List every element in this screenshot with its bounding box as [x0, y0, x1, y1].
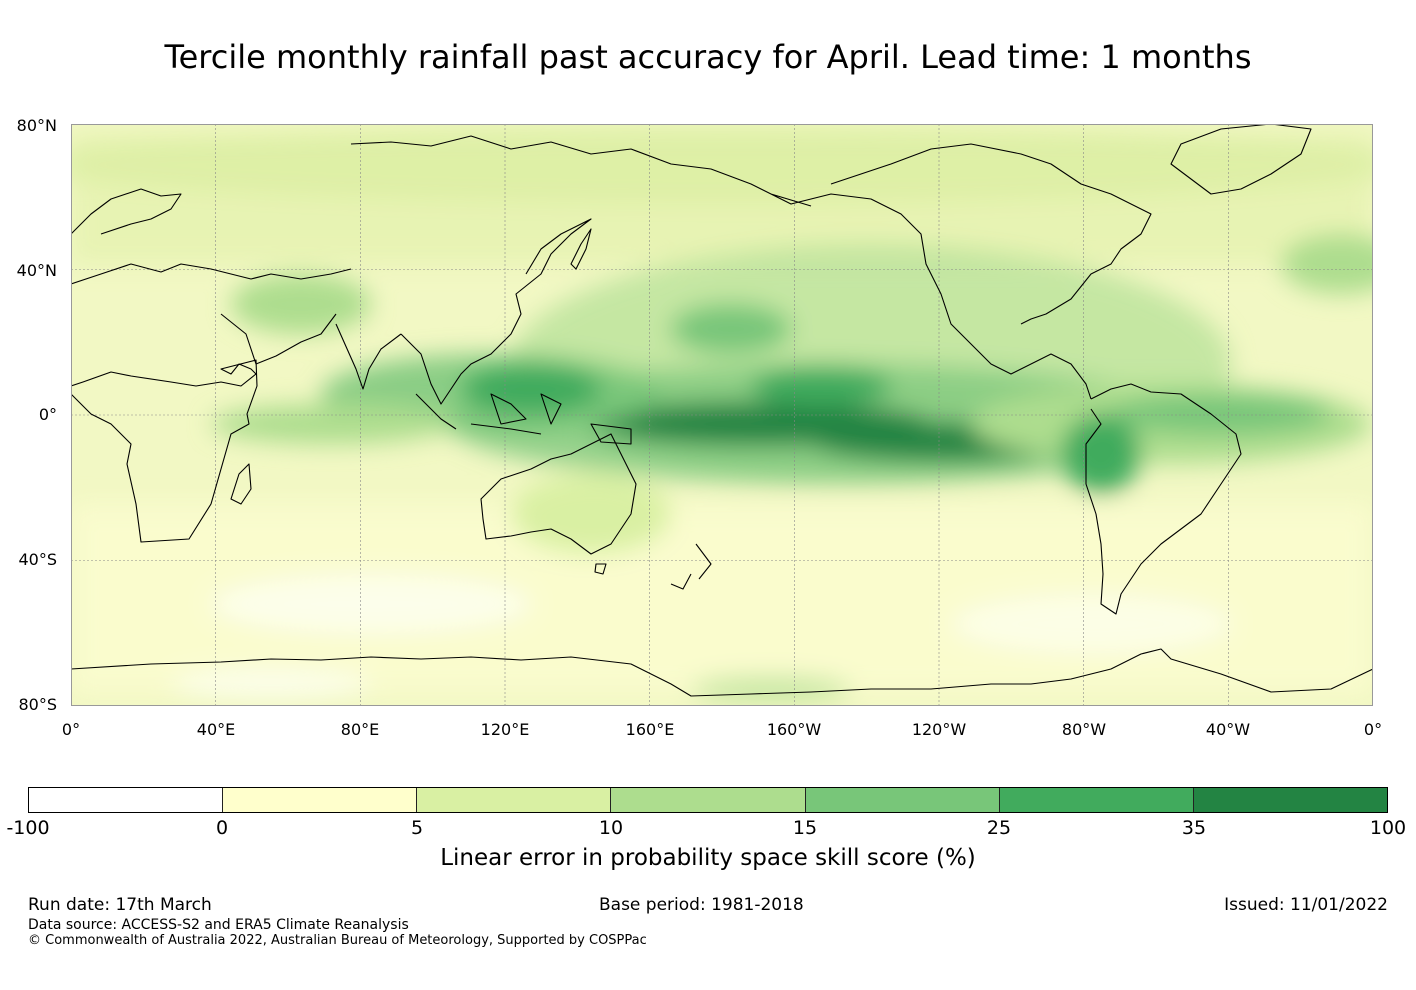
indonesia-coast	[415, 393, 632, 445]
colorbar	[28, 787, 1388, 813]
colorbar-tick: 0	[215, 817, 229, 839]
europe-coast	[71, 188, 352, 285]
colorbar-tick: 10	[598, 817, 624, 839]
run-date: Run date: 17th March	[28, 895, 212, 915]
australia-coast	[480, 433, 637, 555]
greenland-coast	[1170, 124, 1312, 195]
lon-label-120w: 120°W	[911, 720, 967, 739]
africa-coast	[71, 359, 258, 543]
lon-label-0-west: 0°	[61, 720, 81, 739]
lon-label-80w: 80°W	[1061, 720, 1107, 739]
north-america-coast	[790, 143, 1152, 400]
lat-label-equator: 0°	[38, 405, 57, 424]
lat-label-40s: 40°S	[18, 550, 57, 569]
lon-label-0-east: 0°	[1363, 720, 1383, 739]
graticule	[71, 124, 1373, 706]
asia-coast	[350, 135, 812, 405]
data-source: Data source: ACCESS-S2 and ERA5 Climate …	[28, 917, 409, 933]
colorbar-segment	[417, 788, 612, 812]
map-frame	[71, 124, 1373, 706]
lon-label-120e: 120°E	[480, 720, 530, 739]
colorbar-tick: 35	[1181, 817, 1207, 839]
colorbar-tick: -100	[6, 817, 50, 839]
lon-label-40w: 40°W	[1205, 720, 1251, 739]
colorbar-tick: 100	[1369, 817, 1407, 839]
base-period: Base period: 1981-2018	[599, 895, 804, 915]
skill-score-map	[71, 124, 1373, 706]
map-title: Tercile monthly rainfall past accuracy f…	[164, 38, 1252, 76]
colorbar-segment	[223, 788, 418, 812]
south-america-coast	[1085, 383, 1242, 615]
colorbar-segment	[611, 788, 806, 812]
colorbar-segment	[999, 788, 1194, 812]
colorbar-label: Linear error in probability space skill …	[440, 845, 976, 871]
arabia-india-coast	[220, 313, 402, 390]
lat-label-80n: 80°N	[16, 116, 57, 135]
lat-label-80s: 80°S	[18, 695, 57, 714]
madagascar-coast	[230, 463, 252, 505]
colorbar-tick: 15	[792, 817, 818, 839]
colorbar-segment	[1193, 788, 1387, 812]
new-zealand-coast	[670, 543, 712, 590]
lon-label-80e: 80°E	[340, 720, 380, 739]
colorbar-segment	[805, 788, 1000, 812]
coastlines	[71, 124, 1373, 697]
lat-label-40n: 40°N	[16, 261, 57, 280]
lon-label-160w: 160°W	[766, 720, 822, 739]
issued-date: Issued: 11/01/2022	[1224, 895, 1388, 915]
copyright: © Commonwealth of Australia 2022, Austra…	[28, 933, 647, 948]
japan-coast	[570, 228, 592, 270]
skill-field	[71, 124, 1373, 701]
colorbar-tick: 5	[410, 817, 424, 839]
lon-label-160e: 160°E	[625, 720, 675, 739]
colorbar-tick: 25	[986, 817, 1012, 839]
antarctica-coast	[71, 648, 1373, 697]
tasmania-coast	[594, 563, 607, 575]
lon-label-40e: 40°E	[196, 720, 236, 739]
colorbar-segment	[29, 788, 224, 812]
